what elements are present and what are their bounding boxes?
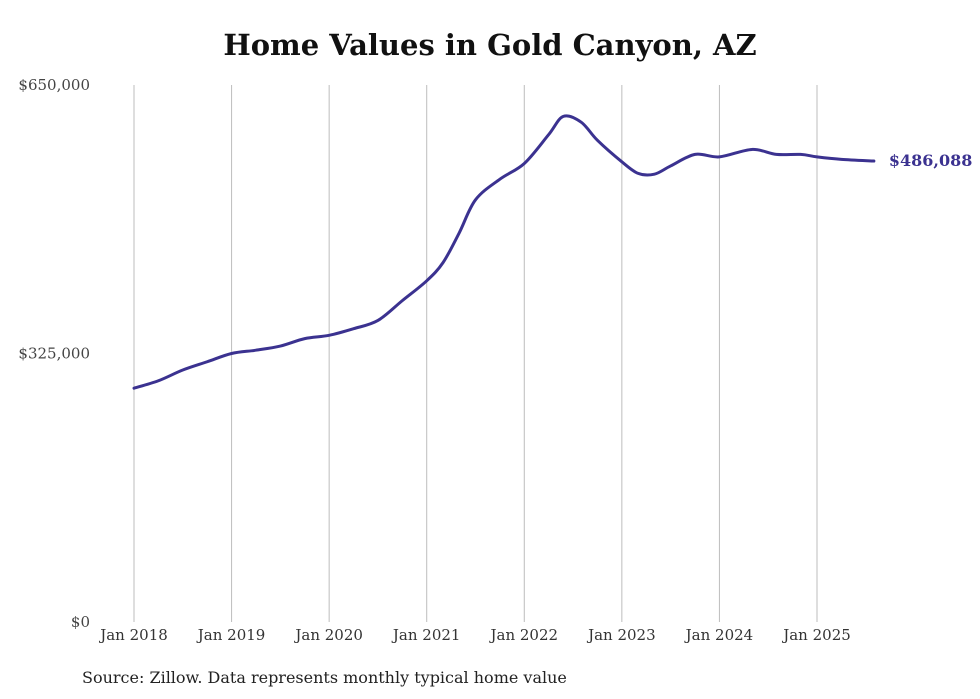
y-tick-label: $0 [71,613,90,631]
source-note: Source: Zillow. Data represents monthly … [82,668,567,687]
x-axis-ticks: Jan 2018 Jan 2019 Jan 2020 Jan 2021 Jan 2022… [98,626,851,644]
x-tick-label: Jan 2020 [293,626,363,644]
y-axis-ticks: $0 $325,000 $650,000 [18,76,90,631]
chart-title: Home Values in Gold Canyon, AZ [223,28,757,62]
x-tick-label: Jan 2025 [781,626,851,644]
x-tick-label: Jan 2018 [98,626,168,644]
end-value-label: $486,088 [889,151,973,170]
x-tick-label: Jan 2021 [391,626,461,644]
y-tick-label: $650,000 [18,76,90,94]
series-line [132,114,876,390]
series-layer: $486,088 [132,114,973,390]
x-tick-label: Jan 2023 [586,626,656,644]
x-tick-label: Jan 2022 [489,626,559,644]
line-chart: $0$325,000$650,000 Jan 2018 Jan 2019 Jan 2… [18,76,973,644]
x-tick-label: Jan 2024 [684,626,754,644]
y-tick-label: $325,000 [18,345,90,363]
x-tick-label: Jan 2019 [196,626,266,644]
